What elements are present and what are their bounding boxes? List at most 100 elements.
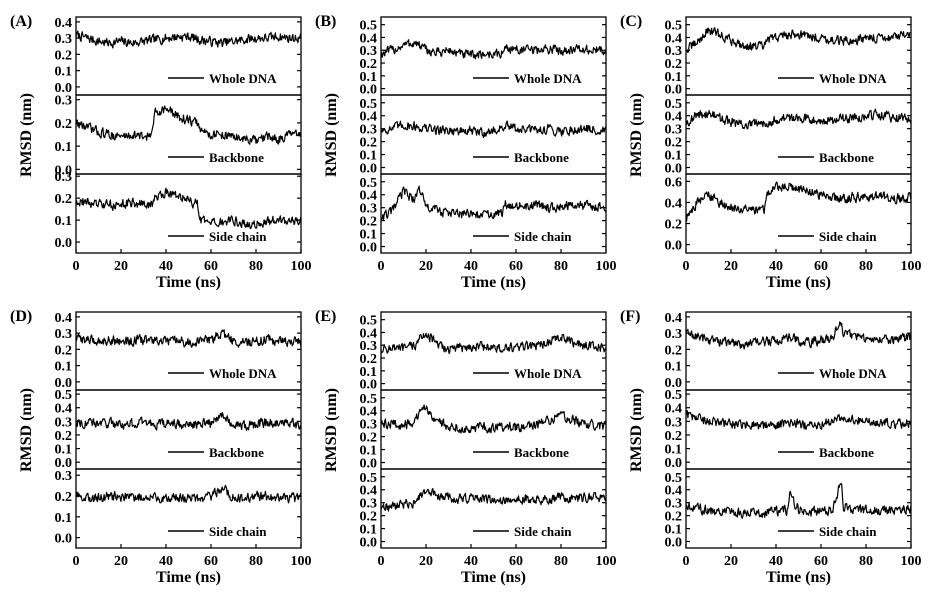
y-tick-label: 0.1 bbox=[360, 444, 378, 459]
y-axis-label: RMSD (nm) bbox=[628, 93, 645, 177]
x-tick-label: 80 bbox=[554, 554, 568, 569]
y-tick-label: 0.0 bbox=[665, 239, 683, 254]
x-tick-label: 60 bbox=[814, 259, 828, 274]
y-tick-label: 0.0 bbox=[360, 457, 378, 472]
legend-label: Whole DNA bbox=[819, 71, 887, 86]
panel-label: (B) bbox=[315, 13, 336, 30]
x-tick-label: 80 bbox=[554, 259, 568, 274]
y-tick-label: 0.3 bbox=[360, 497, 378, 512]
panel-label: (E) bbox=[315, 308, 336, 325]
legend-label: Side chain bbox=[209, 524, 267, 539]
y-tick-label: 0.0 bbox=[665, 456, 683, 471]
y-tick-label: 0.5 bbox=[665, 97, 683, 112]
subplot-whole-dna: 0.00.10.20.30.40.5 Whole DNA bbox=[360, 311, 607, 393]
y-tick-label: 0.1 bbox=[55, 511, 73, 526]
legend-label: Whole DNA bbox=[819, 366, 887, 381]
y-tick-label: 0.5 bbox=[665, 471, 683, 486]
y-tick-label: 0.2 bbox=[55, 490, 73, 505]
y-tick-label: 0.2 bbox=[665, 57, 683, 72]
y-tick-label: 0.5 bbox=[55, 388, 73, 403]
panel-label: (D) bbox=[10, 308, 32, 325]
subplot-frame bbox=[75, 173, 302, 254]
panel-label: (C) bbox=[620, 13, 642, 30]
subplot-side-chain: 0.00.10.20.30.40.5 Side chain bbox=[360, 468, 607, 551]
y-tick-label: 0.5 bbox=[360, 471, 378, 486]
y-tick-label: 0.0 bbox=[55, 236, 73, 251]
y-tick-label: 0.0 bbox=[360, 162, 378, 177]
y-tick-label: 0.1 bbox=[360, 523, 378, 538]
series-line bbox=[380, 404, 607, 434]
y-tick-label: 0.1 bbox=[55, 65, 73, 80]
x-tick-label: 80 bbox=[249, 259, 263, 274]
x-tick-label: 40 bbox=[769, 554, 783, 569]
y-tick-label: 0.1 bbox=[665, 443, 683, 458]
y-tick-label: 0.4 bbox=[665, 484, 683, 499]
subplot-frame bbox=[380, 173, 607, 254]
y-tick-label: 0.1 bbox=[665, 70, 683, 85]
y-tick-label: 0.6 bbox=[665, 175, 683, 190]
subplot-whole-dna: 0.00.1 0.20.30.4 Whole DNA bbox=[665, 311, 912, 391]
legend-label: Backbone bbox=[819, 150, 874, 165]
series-line bbox=[685, 181, 912, 222]
y-tick-label: 0.3 bbox=[55, 415, 73, 430]
subplot-frame bbox=[75, 468, 302, 549]
series-line bbox=[75, 329, 302, 348]
y-tick-label: 0.3 bbox=[665, 415, 683, 430]
x-tick-label: 80 bbox=[249, 554, 263, 569]
y-tick-label: 0.2 bbox=[665, 429, 683, 444]
y-tick-label: 0.4 bbox=[360, 405, 378, 420]
y-tick-label: 0.2 bbox=[55, 429, 73, 444]
series-line bbox=[380, 488, 607, 512]
legend-label: Whole DNA bbox=[209, 366, 277, 381]
series-line bbox=[685, 410, 912, 431]
y-tick-label: 0.0 bbox=[665, 83, 683, 98]
y-tick-label: 0.4 bbox=[55, 311, 73, 326]
legend-label: Whole DNA bbox=[514, 366, 582, 381]
y-tick-label: 0.0 bbox=[665, 376, 683, 391]
x-tick-label: 40 bbox=[769, 259, 783, 274]
y-tick-label: 0.2 bbox=[360, 215, 378, 230]
subplot-frame bbox=[380, 468, 607, 549]
y-tick-label: 0.2 bbox=[55, 117, 73, 132]
y-tick-label: 0.3 bbox=[55, 32, 73, 47]
x-tick-label: 60 bbox=[509, 259, 523, 274]
x-tick-label: 100 bbox=[596, 259, 617, 274]
legend-label: Side chain bbox=[209, 229, 267, 244]
y-tick-label: 0.3 bbox=[665, 123, 683, 138]
y-tick-label: 0.0 bbox=[55, 376, 73, 391]
y-tick-label: 0.4 bbox=[665, 402, 683, 417]
y-tick-label: 0.3 bbox=[360, 339, 378, 354]
series-line bbox=[75, 187, 302, 230]
x-tick-label: 60 bbox=[204, 554, 218, 569]
x-axis-label: Time (ns) bbox=[461, 569, 526, 586]
y-tick-label: 0.0 bbox=[360, 536, 378, 551]
y-tick-label: 0.3 bbox=[360, 123, 378, 138]
y-tick-label: 0.2 bbox=[55, 48, 73, 63]
y-tick-label: 0.3 bbox=[55, 170, 73, 185]
subplot-whole-dna: 0.00.10.20.30.40.5 Whole DNA bbox=[665, 16, 912, 98]
legend-label: Backbone bbox=[514, 445, 569, 460]
x-tick-label: 20 bbox=[419, 259, 433, 274]
series-line bbox=[75, 30, 302, 49]
y-tick-label: 0.0 bbox=[665, 162, 683, 177]
y-tick-label: 0.5 bbox=[360, 176, 378, 191]
x-tick-label: 80 bbox=[859, 259, 873, 274]
x-tick-label: 100 bbox=[291, 554, 312, 569]
y-tick-label: 0.4 bbox=[360, 326, 378, 341]
y-tick-label: 0.3 bbox=[55, 94, 73, 109]
y-tick-label: 0.4 bbox=[665, 110, 683, 125]
x-tick-label: 60 bbox=[204, 259, 218, 274]
subplot-frame bbox=[75, 389, 302, 470]
y-tick-label: 0.0 bbox=[360, 378, 378, 393]
legend-label: Backbone bbox=[514, 150, 569, 165]
x-tick-label: 40 bbox=[464, 259, 478, 274]
x-tick-label: 20 bbox=[114, 259, 128, 274]
y-tick-label: 0.3 bbox=[665, 327, 683, 342]
panel-label: (F) bbox=[620, 308, 640, 325]
